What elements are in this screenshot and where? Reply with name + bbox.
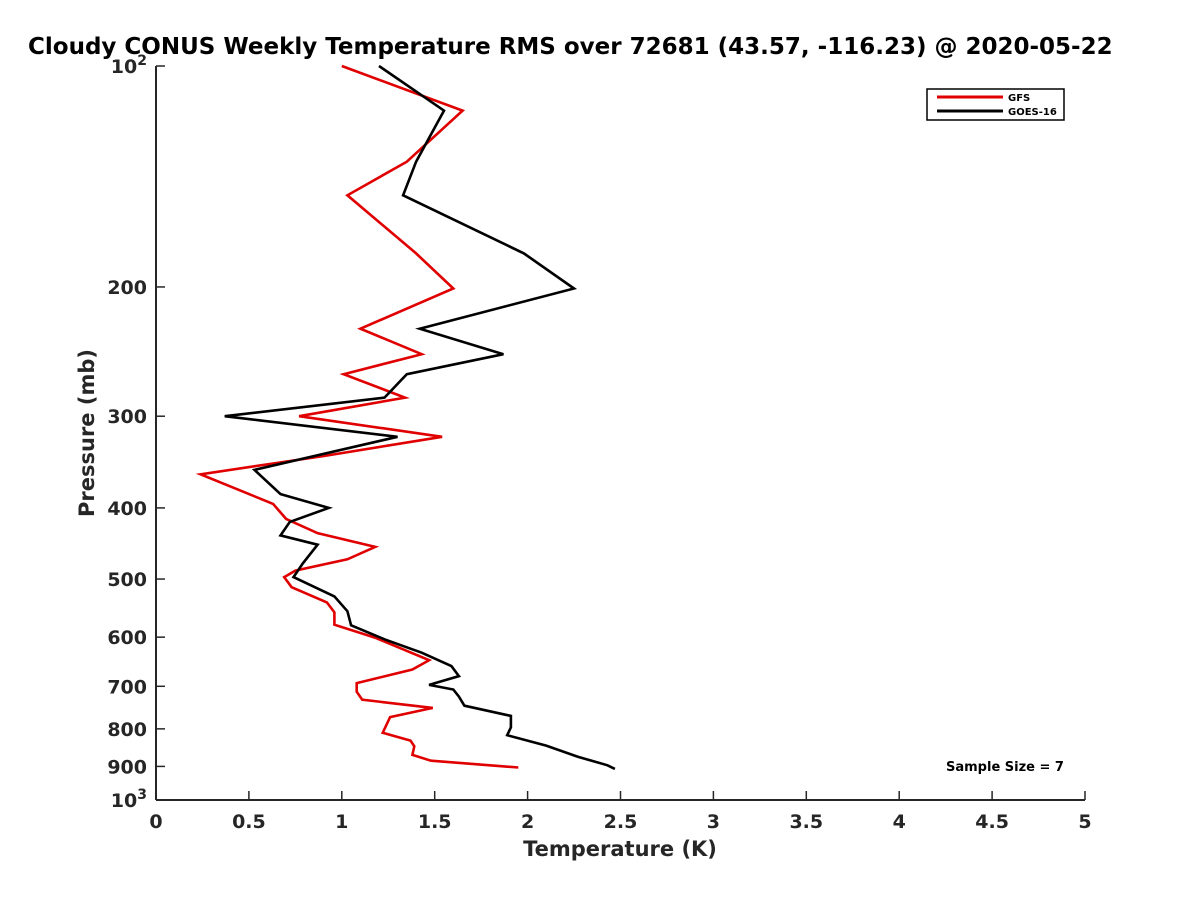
x-axis-label: Temperature (K) bbox=[523, 837, 717, 861]
x-tick-label: 0 bbox=[149, 811, 162, 833]
y-axis-label: Pressure (mb) bbox=[75, 349, 99, 517]
series-line-gfs bbox=[195, 64, 519, 769]
x-tick-label: 3 bbox=[707, 811, 720, 833]
y-tick-label: 300 bbox=[107, 406, 147, 428]
y-tick-label: 102 bbox=[111, 53, 147, 78]
legend-label-goes16: GOES-16 bbox=[1008, 107, 1057, 118]
y-tick-label-base: 10 bbox=[111, 790, 137, 812]
x-ticks: 0 0.5 1 1.5 2 2.5 3 3.5 4 4.5 5 bbox=[149, 791, 1092, 833]
y-tick-label: 900 bbox=[107, 756, 147, 778]
x-tick-label: 0.5 bbox=[232, 811, 266, 833]
series-layer bbox=[195, 64, 616, 771]
chart-title: Cloudy CONUS Weekly Temperature RMS over… bbox=[28, 34, 1113, 60]
y-tick-label-base: 10 bbox=[111, 56, 137, 78]
legend: GFS GOES-16 bbox=[926, 88, 1065, 121]
y-tick-label: 200 bbox=[107, 277, 147, 299]
sample-size-annotation: Sample Size = 7 bbox=[946, 760, 1064, 775]
y-tick-label: 600 bbox=[107, 627, 147, 649]
x-tick-label: 1.5 bbox=[418, 811, 452, 833]
x-tick-label: 3.5 bbox=[789, 811, 823, 833]
y-tick-label-exponent: 3 bbox=[137, 787, 147, 803]
x-tick-label: 4 bbox=[893, 811, 906, 833]
x-tick-label: 1 bbox=[335, 811, 348, 833]
y-tick-label: 103 bbox=[111, 787, 147, 812]
y-tick-label-exponent: 2 bbox=[137, 53, 147, 69]
y-tick-label: 700 bbox=[107, 676, 147, 698]
plot-area: 0 0.5 1 1.5 2 2.5 3 3.5 4 4.5 5 102200300400500600… bbox=[107, 53, 1091, 833]
x-tick-label: 2.5 bbox=[604, 811, 638, 833]
x-tick-label: 5 bbox=[1078, 811, 1091, 833]
legend-box bbox=[926, 88, 1065, 121]
x-tick-label: 4.5 bbox=[975, 811, 1009, 833]
y-tick-label: 400 bbox=[107, 498, 147, 520]
series-line-goes16 bbox=[224, 64, 616, 771]
y-tick-label: 500 bbox=[107, 569, 147, 591]
x-tick-label: 2 bbox=[521, 811, 534, 833]
legend-label-gfs: GFS bbox=[1008, 93, 1030, 104]
y-tick-label: 800 bbox=[107, 719, 147, 741]
